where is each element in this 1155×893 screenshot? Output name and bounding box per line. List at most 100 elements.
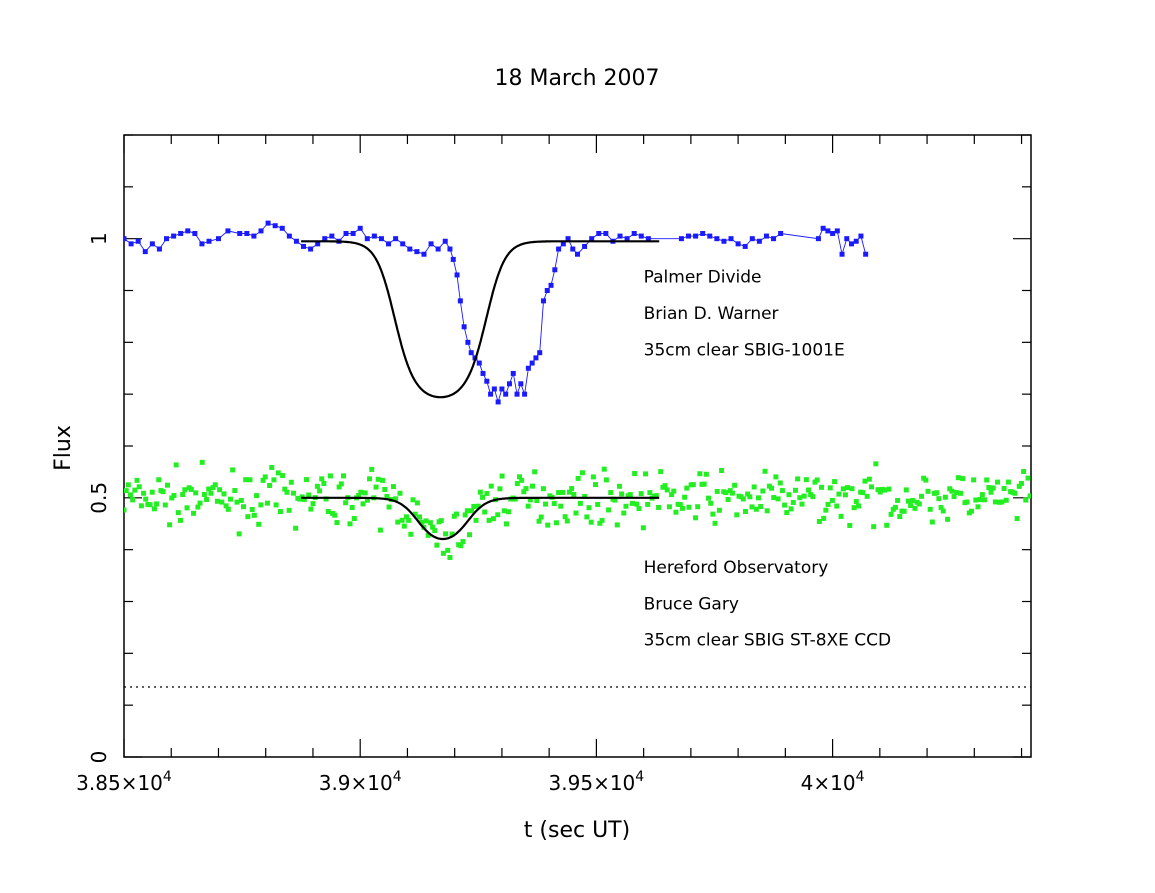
series-2-point bbox=[860, 490, 866, 496]
series-2-point bbox=[599, 517, 605, 523]
series-2-point bbox=[1025, 475, 1031, 481]
series-2-point bbox=[760, 488, 766, 494]
series-2-point bbox=[855, 503, 861, 509]
series-2-point bbox=[927, 506, 933, 512]
series-2-point bbox=[806, 487, 812, 493]
series-1-point bbox=[488, 391, 494, 397]
fit-layer bbox=[301, 240, 660, 541]
series-2-point bbox=[362, 490, 368, 496]
series-2-point bbox=[940, 508, 946, 514]
series-2-point bbox=[364, 497, 370, 503]
series-2-point bbox=[449, 531, 455, 537]
series-2-point bbox=[593, 482, 599, 488]
series-1-point bbox=[522, 391, 528, 397]
series-2-point bbox=[584, 514, 590, 520]
series-1-point bbox=[386, 241, 392, 247]
series-2-point bbox=[603, 477, 609, 483]
series-2-point bbox=[984, 477, 990, 483]
series-2-point bbox=[588, 519, 594, 525]
y-tick-label: 1 bbox=[87, 232, 111, 245]
series-1-point bbox=[506, 381, 512, 387]
series-2-point bbox=[679, 505, 685, 511]
series-2-point bbox=[747, 494, 753, 500]
series-2-point bbox=[753, 506, 759, 512]
series-2-point bbox=[310, 501, 316, 507]
series-2-point bbox=[332, 512, 338, 518]
series-2-point bbox=[269, 464, 275, 470]
series-2-point bbox=[1016, 483, 1022, 489]
series-2-point bbox=[395, 519, 401, 525]
series-1-point bbox=[771, 236, 777, 242]
series-2-point bbox=[582, 493, 588, 499]
series-2-point bbox=[280, 473, 286, 479]
series-1-point bbox=[570, 246, 576, 252]
series-2-point bbox=[453, 511, 459, 517]
annotation-text: Brian D. Warner bbox=[644, 304, 779, 324]
series-2-point bbox=[662, 483, 668, 489]
x-axis-title: t (sec UT) bbox=[524, 818, 630, 843]
series-2-point bbox=[249, 507, 255, 513]
annotation-text: 35cm clear SBIG-1001E bbox=[644, 340, 845, 360]
series-1-point bbox=[514, 391, 520, 397]
series-2-point bbox=[903, 487, 909, 493]
series-2-point bbox=[284, 489, 290, 495]
series-1-point bbox=[272, 223, 278, 229]
series-2-point bbox=[338, 481, 344, 487]
series-2-point bbox=[762, 468, 768, 474]
series-1-point bbox=[225, 228, 231, 234]
series-2-point bbox=[175, 510, 181, 516]
series-2-point bbox=[971, 477, 977, 483]
series-2-point bbox=[1012, 490, 1018, 496]
series-2-point bbox=[877, 489, 883, 495]
series-2-point bbox=[784, 510, 790, 516]
series-1-point bbox=[763, 233, 769, 239]
series-1-point bbox=[393, 236, 399, 242]
series-1-point bbox=[848, 241, 854, 247]
series-2-point bbox=[262, 474, 268, 480]
series-2-point bbox=[293, 525, 299, 531]
chart-title: 18 March 2007 bbox=[494, 66, 659, 91]
series-2-point bbox=[360, 501, 366, 507]
series-2-point bbox=[847, 522, 853, 528]
series-1-point bbox=[450, 256, 456, 262]
series-2-point bbox=[219, 499, 225, 505]
series-2-point bbox=[288, 479, 294, 485]
x-tick-label: 3.9×104 bbox=[319, 769, 402, 795]
series-1-point bbox=[510, 370, 516, 376]
series-2-point bbox=[901, 508, 907, 514]
series-2-point bbox=[430, 524, 436, 530]
series-2-point bbox=[247, 477, 253, 483]
data-layer bbox=[124, 220, 1031, 560]
series-1-point bbox=[364, 236, 370, 242]
series-1-point bbox=[279, 225, 285, 231]
series-1-point bbox=[617, 233, 623, 239]
series-2-point bbox=[621, 510, 627, 516]
series-2-point bbox=[647, 490, 653, 496]
series-2-point bbox=[995, 479, 1001, 485]
series-1-point bbox=[678, 236, 684, 242]
series-2-point bbox=[427, 520, 433, 526]
series-2-point bbox=[351, 516, 357, 522]
series-2-point bbox=[697, 471, 703, 477]
series-2-point bbox=[486, 517, 492, 523]
series-1-point bbox=[476, 360, 482, 366]
x-tick-label: 4×104 bbox=[801, 769, 865, 795]
series-2-point bbox=[849, 486, 855, 492]
series-2-point bbox=[184, 505, 190, 511]
series-2-point bbox=[245, 514, 251, 520]
series-2-point bbox=[782, 502, 788, 508]
series-2-point bbox=[827, 485, 833, 491]
series-2-point bbox=[669, 492, 675, 498]
series-2-point bbox=[414, 500, 420, 506]
series-1-point bbox=[447, 246, 453, 252]
series-1-point bbox=[251, 233, 257, 239]
series-2-point bbox=[538, 514, 544, 520]
series-2-point bbox=[536, 518, 542, 524]
series-2-point bbox=[199, 459, 205, 465]
series-1-point bbox=[533, 355, 539, 361]
series-2-point bbox=[241, 504, 247, 510]
series-2-point bbox=[440, 550, 446, 556]
plot-frame bbox=[123, 134, 1032, 758]
series-2-point bbox=[884, 522, 890, 528]
series-2-point bbox=[690, 482, 696, 488]
